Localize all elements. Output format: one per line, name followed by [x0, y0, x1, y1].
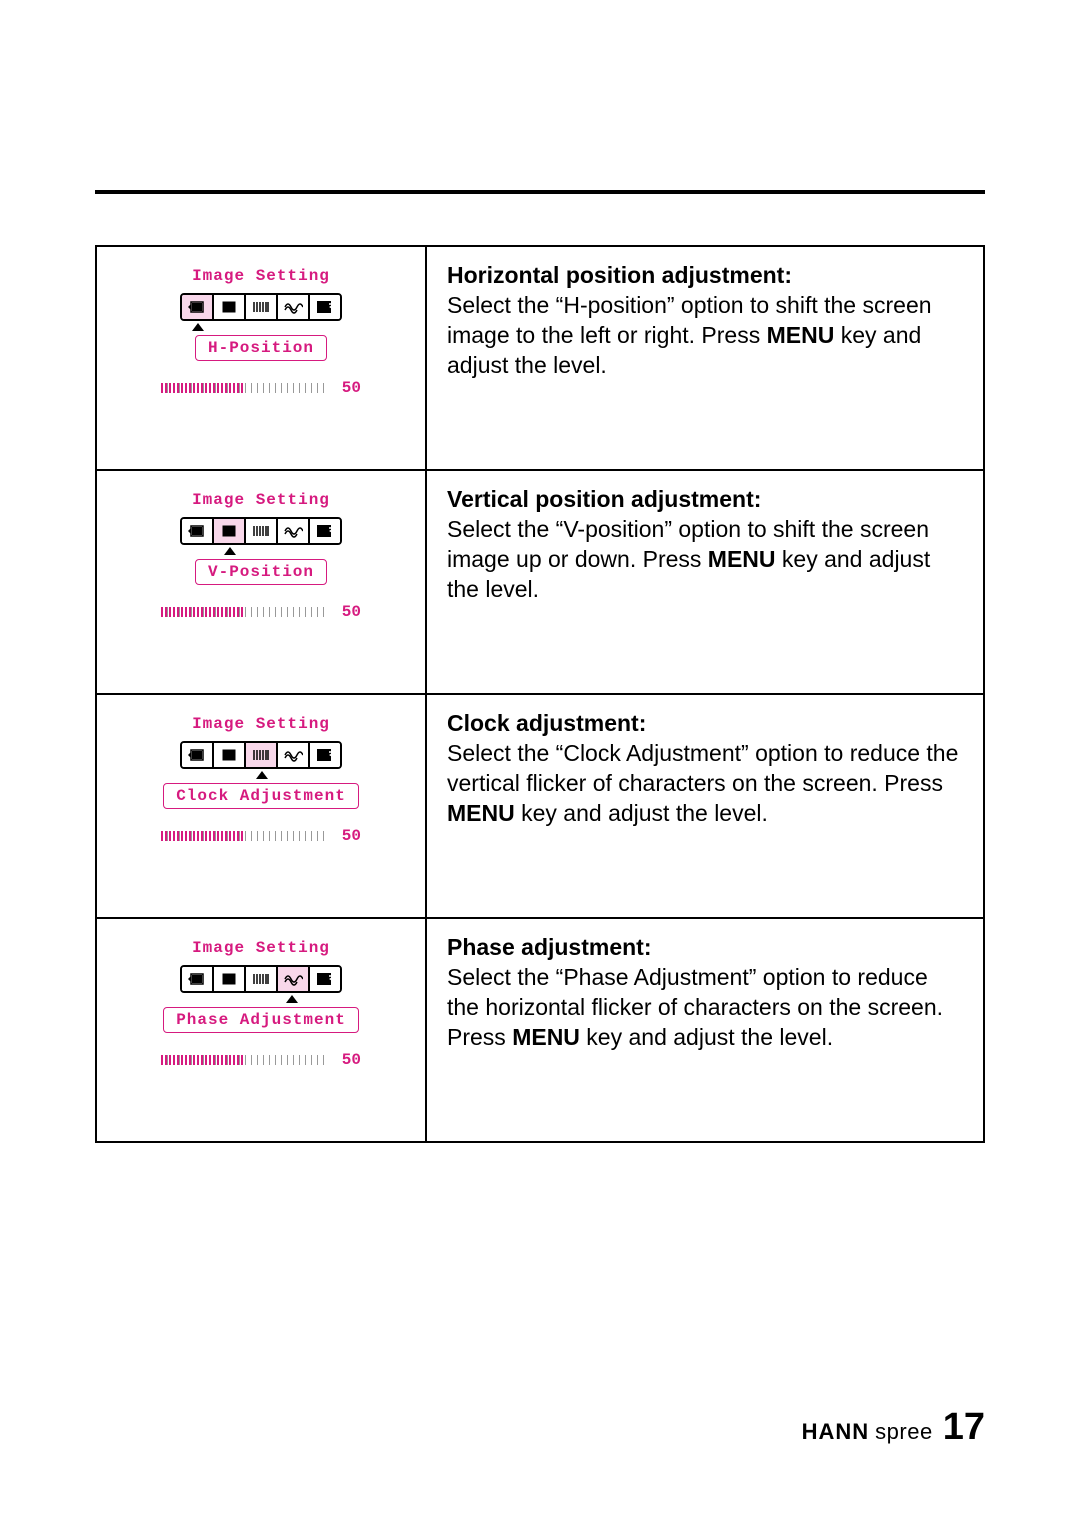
slider-value: 50 — [342, 379, 361, 397]
page-footer: HANNspree 17 — [802, 1406, 985, 1449]
setting-description: Select the “V-position” option to shift … — [447, 515, 963, 605]
level-slider: 50 — [161, 827, 361, 845]
slider-value: 50 — [342, 1051, 361, 1069]
osd-preview: Image Setting V-Position 50 — [97, 471, 427, 693]
osd-icon-row — [180, 517, 342, 545]
table-row: Image Setting Clock Adjustment 50 Clock adj… — [97, 695, 983, 919]
page-number: 17 — [943, 1406, 985, 1449]
table-row: Image Setting Phase Adjustment 50 Phase adj… — [97, 919, 983, 1141]
slider-value: 50 — [342, 827, 361, 845]
top-divider — [95, 190, 985, 194]
exit-icon — [310, 743, 340, 767]
exit-icon — [310, 519, 340, 543]
level-slider: 50 — [161, 379, 361, 397]
slider-track — [161, 607, 326, 617]
caret-icon — [286, 995, 298, 1003]
osd-icon-row — [180, 741, 342, 769]
slider-fill — [161, 607, 243, 617]
slider-track — [161, 383, 326, 393]
setting-label: H-Position — [195, 335, 327, 361]
osd-preview: Image Setting Clock Adjustment 50 — [97, 695, 427, 917]
h-pos-icon — [182, 519, 214, 543]
description-cell: Horizontal position adjustment:Select th… — [427, 247, 983, 469]
desc-post: key and adjust the level. — [580, 1024, 833, 1050]
osd-icon-row — [180, 293, 342, 321]
setting-title: Vertical position adjustment: — [447, 485, 963, 515]
setting-label: V-Position — [195, 559, 327, 585]
caret-icon — [192, 323, 204, 331]
osd-preview: Image Setting Phase Adjustment 50 — [97, 919, 427, 1141]
brand-bold: HANN — [802, 1419, 870, 1445]
h-pos-icon — [182, 743, 214, 767]
osd-preview: Image Setting H-Position 50 — [97, 247, 427, 469]
clock-icon — [246, 295, 278, 319]
setting-description: Select the “Phase Adjustment” option to … — [447, 963, 963, 1053]
osd-header: Image Setting — [192, 939, 330, 957]
table-row: Image Setting V-Position 50 Vertical positi… — [97, 471, 983, 695]
menu-key: MENU — [767, 322, 835, 348]
setting-title: Horizontal position adjustment: — [447, 261, 963, 291]
osd-icon-row — [180, 965, 342, 993]
setting-title: Clock adjustment: — [447, 709, 963, 739]
osd-header: Image Setting — [192, 715, 330, 733]
slider-fill — [161, 831, 243, 841]
setting-title: Phase adjustment: — [447, 933, 963, 963]
slider-value: 50 — [342, 603, 361, 621]
setting-label: Phase Adjustment — [163, 1007, 359, 1033]
level-slider: 50 — [161, 1051, 361, 1069]
setting-description: Select the “H-position” option to shift … — [447, 291, 963, 381]
exit-icon — [310, 295, 340, 319]
phase-icon — [278, 519, 310, 543]
osd-header: Image Setting — [192, 491, 330, 509]
caret-icon — [224, 547, 236, 555]
menu-key: MENU — [512, 1024, 580, 1050]
slider-fill — [161, 383, 243, 393]
menu-key: MENU — [708, 546, 776, 572]
setting-description: Select the “Clock Adjustment” option to … — [447, 739, 963, 829]
phase-icon — [278, 743, 310, 767]
v-pos-icon — [214, 967, 246, 991]
description-cell: Clock adjustment:Select the “Clock Adjus… — [427, 695, 983, 917]
brand-light: spree — [875, 1419, 933, 1445]
table-row: Image Setting H-Position 50 Horizontal posi… — [97, 247, 983, 471]
v-pos-icon — [214, 519, 246, 543]
menu-key: MENU — [447, 800, 515, 826]
desc-pre: Select the “Clock Adjustment” option to … — [447, 740, 958, 796]
slider-track — [161, 831, 326, 841]
osd-header: Image Setting — [192, 267, 330, 285]
setting-label: Clock Adjustment — [163, 783, 359, 809]
phase-icon — [278, 967, 310, 991]
v-pos-icon — [214, 295, 246, 319]
slider-fill — [161, 1055, 243, 1065]
caret-icon — [256, 771, 268, 779]
v-pos-icon — [214, 743, 246, 767]
h-pos-icon — [182, 967, 214, 991]
settings-table: Image Setting H-Position 50 Horizontal posi… — [95, 245, 985, 1143]
h-pos-icon — [182, 295, 214, 319]
clock-icon — [246, 967, 278, 991]
description-cell: Vertical position adjustment:Select the … — [427, 471, 983, 693]
clock-icon — [246, 519, 278, 543]
desc-post: key and adjust the level. — [515, 800, 768, 826]
slider-track — [161, 1055, 326, 1065]
description-cell: Phase adjustment:Select the “Phase Adjus… — [427, 919, 983, 1141]
exit-icon — [310, 967, 340, 991]
clock-icon — [246, 743, 278, 767]
level-slider: 50 — [161, 603, 361, 621]
phase-icon — [278, 295, 310, 319]
